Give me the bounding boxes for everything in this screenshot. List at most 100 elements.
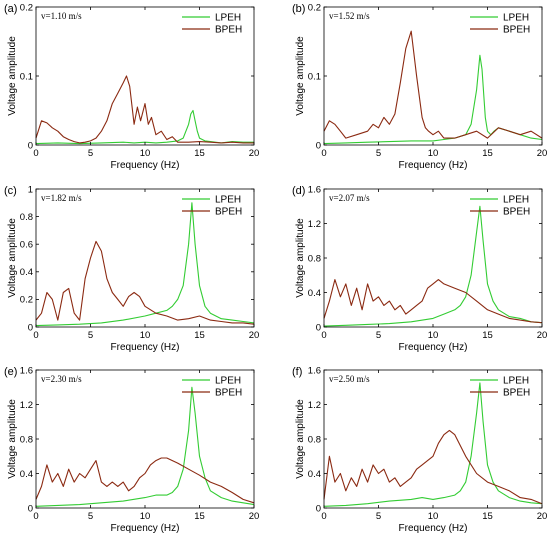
- series-line-bpeh: [35, 75, 254, 144]
- panel-label: (d): [292, 185, 305, 197]
- speed-annotation: v=2.30 m/s: [41, 374, 82, 384]
- x-tick-label: 10: [140, 148, 151, 159]
- y-axis-label: Voltage amplitude: [7, 399, 18, 479]
- x-tick-label: 0: [321, 511, 326, 522]
- y-tick-label: 1.6: [20, 365, 33, 376]
- x-tick-label: 0: [33, 330, 38, 341]
- x-axis-label: Frequency (Hz): [111, 342, 180, 353]
- series-line-lpeh: [35, 202, 255, 327]
- y-tick-label: 0.4: [308, 288, 321, 299]
- x-tick-label: 15: [194, 330, 205, 341]
- y-axis-label: Voltage amplitude: [7, 36, 18, 116]
- y-tick-label: 1.2: [20, 400, 33, 411]
- chart-panel: 0 5 10 15 20 0 0.4 0.8 1.2 1.6 Frequency (Hz) Volta…: [292, 184, 547, 353]
- y-tick-label: 0.8: [308, 434, 321, 445]
- legend-label-bpeh: BPEH: [503, 207, 530, 218]
- chart-panel: 0 5 10 15 20 0 0.1 0.2 Frequency (Hz) Voltage amp…: [292, 2, 547, 171]
- legend-label-bpeh: BPEH: [503, 388, 530, 399]
- legend-label-lpeh: LPEH: [215, 376, 241, 387]
- legend-label-lpeh: LPEH: [215, 195, 241, 206]
- panel-label: (b): [292, 3, 305, 15]
- chart-panel: 0 5 10 15 20 0 0.2 0.4 0.6 0.8 1 Frequency (Hz) Volt…: [4, 184, 259, 353]
- speed-annotation: v=2.50 m/s: [329, 374, 370, 384]
- legend-label-lpeh: LPEH: [503, 13, 529, 24]
- series-line-lpeh: [35, 386, 255, 507]
- x-tick-label: 5: [376, 330, 381, 341]
- x-tick-label: 15: [482, 330, 493, 341]
- x-tick-label: 0: [321, 148, 326, 159]
- x-tick-label: 15: [482, 511, 493, 522]
- x-tick-label: 20: [537, 330, 548, 341]
- series-line-bpeh: [35, 457, 255, 504]
- x-tick-label: 15: [194, 511, 205, 522]
- y-tick-label: 0.4: [20, 469, 33, 480]
- x-tick-label: 15: [482, 148, 493, 159]
- x-tick-label: 5: [88, 330, 93, 341]
- speed-annotation: v=1.52 m/s: [329, 11, 370, 21]
- y-tick-label: 0: [316, 140, 321, 151]
- x-tick-label: 20: [249, 511, 260, 522]
- x-tick-label: 20: [249, 148, 260, 159]
- x-tick-label: 0: [321, 330, 326, 341]
- y-tick-label: 0: [28, 322, 33, 333]
- x-tick-label: 10: [428, 148, 439, 159]
- x-tick-label: 10: [140, 330, 151, 341]
- series-line-bpeh: [35, 240, 255, 325]
- x-tick-label: 5: [376, 511, 381, 522]
- y-tick-label: 0.8: [20, 212, 33, 223]
- chart-panel: 0 5 10 15 20 0 0.1 0.2 Frequency (Hz) Voltage amp…: [4, 2, 259, 171]
- series-line-lpeh: [323, 54, 543, 145]
- legend-label-lpeh: LPEH: [503, 195, 529, 206]
- y-tick-label: 0.2: [308, 2, 321, 13]
- speed-annotation: v=1.10 m/s: [41, 11, 82, 21]
- panel-label: (e): [4, 366, 17, 378]
- legend-label-bpeh: BPEH: [503, 25, 530, 36]
- y-tick-label: 0: [316, 503, 321, 514]
- x-tick-label: 10: [428, 330, 439, 341]
- speed-annotation: v=1.82 m/s: [41, 193, 82, 203]
- x-tick-label: 5: [88, 511, 93, 522]
- y-tick-label: 1.2: [308, 400, 321, 411]
- y-tick-label: 0.2: [20, 295, 33, 306]
- y-axis-label: Voltage amplitude: [7, 218, 18, 298]
- series-line-bpeh: [323, 279, 543, 324]
- y-tick-label: 0.2: [20, 2, 33, 13]
- x-axis-label: Frequency (Hz): [111, 160, 180, 171]
- y-tick-label: 0.4: [308, 469, 321, 480]
- y-tick-label: 0.1: [308, 71, 321, 82]
- y-tick-label: 0: [28, 503, 33, 514]
- x-tick-label: 20: [537, 148, 548, 159]
- series-line-lpeh: [35, 109, 254, 145]
- x-axis-label: Frequency (Hz): [399, 523, 468, 534]
- legend-label-lpeh: LPEH: [215, 13, 241, 24]
- y-tick-label: 1.6: [308, 365, 321, 376]
- y-axis-label: Voltage amplitude: [295, 36, 306, 116]
- x-axis-label: Frequency (Hz): [399, 342, 468, 353]
- series-line-bpeh: [323, 30, 543, 139]
- legend-label-bpeh: BPEH: [215, 25, 242, 36]
- panel-label: (a): [4, 3, 17, 15]
- x-tick-label: 20: [537, 511, 548, 522]
- y-tick-label: 0.6: [20, 240, 33, 251]
- legend-label-bpeh: BPEH: [215, 207, 242, 218]
- y-tick-label: 0: [316, 322, 321, 333]
- y-tick-label: 0.1: [20, 71, 33, 82]
- x-tick-label: 15: [194, 148, 205, 159]
- series-line-bpeh: [323, 429, 543, 505]
- series-line-lpeh: [323, 205, 543, 327]
- panel-label: (f): [292, 366, 302, 378]
- series-line-lpeh: [323, 382, 543, 507]
- speed-annotation: v=2.07 m/s: [329, 193, 370, 203]
- y-tick-label: 0: [28, 140, 33, 151]
- y-tick-label: 0.8: [308, 253, 321, 264]
- y-axis-label: Voltage amplitude: [295, 218, 306, 298]
- panel-label: (c): [4, 185, 17, 197]
- x-tick-label: 10: [140, 511, 151, 522]
- legend-label-bpeh: BPEH: [215, 388, 242, 399]
- x-axis-label: Frequency (Hz): [399, 160, 468, 171]
- x-tick-label: 20: [249, 330, 260, 341]
- y-tick-label: 1.2: [308, 219, 321, 230]
- chart-panel: 0 5 10 15 20 0 0.4 0.8 1.2 1.6 Frequency (Hz) Volta…: [4, 365, 259, 534]
- y-tick-label: 0.4: [20, 267, 33, 278]
